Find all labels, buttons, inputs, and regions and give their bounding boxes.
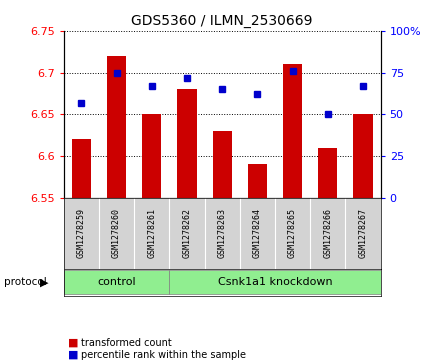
Text: transformed count: transformed count [81,338,172,348]
Bar [142,114,161,198]
Text: percentile rank within the sample: percentile rank within the sample [81,350,246,360]
Text: GSM1278263: GSM1278263 [218,208,227,258]
Bar [318,148,337,198]
Text: Csnk1a1 knockdown: Csnk1a1 knockdown [218,277,332,287]
Text: GSM1278259: GSM1278259 [77,208,86,258]
Bar [353,114,373,198]
Text: GSM1278264: GSM1278264 [253,208,262,258]
Text: GSM1278262: GSM1278262 [183,208,191,258]
Text: GSM1278260: GSM1278260 [112,208,121,258]
Text: GSM1278266: GSM1278266 [323,208,332,258]
Bar [64,270,169,294]
Text: ■: ■ [68,338,79,348]
Text: GSM1278261: GSM1278261 [147,208,156,258]
Text: control: control [97,277,136,287]
Bar [283,64,302,198]
Text: ▶: ▶ [40,277,48,287]
Bar [72,139,91,198]
Text: GSM1278267: GSM1278267 [359,208,367,258]
Bar [177,89,197,198]
Text: ■: ■ [68,350,79,360]
Bar [248,164,267,198]
Bar [169,270,381,294]
Text: GSM1278265: GSM1278265 [288,208,297,258]
Title: GDS5360 / ILMN_2530669: GDS5360 / ILMN_2530669 [132,15,313,28]
Bar [107,56,126,198]
Text: protocol: protocol [4,277,47,287]
Bar [213,131,232,198]
